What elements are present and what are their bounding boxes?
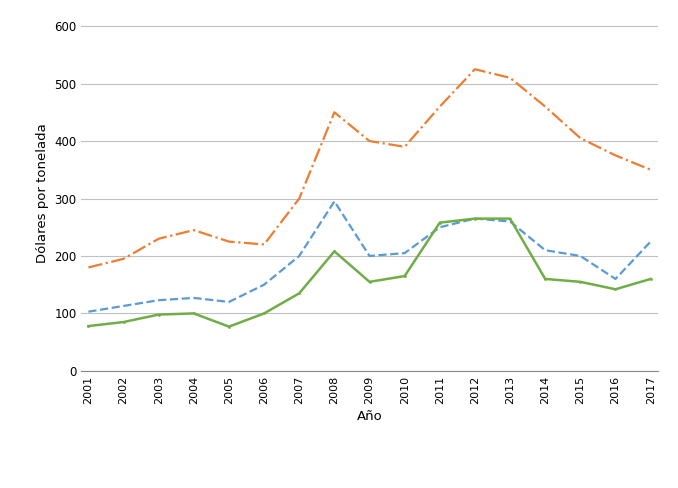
Soja [295,196,303,202]
Soja [647,167,655,173]
Maíz [436,220,444,225]
Legend: Trigo, Soja, Maíz: Trigo, Soja, Maíz [250,484,489,488]
Soja [225,239,233,244]
Trigo [506,219,514,224]
X-axis label: Año: Año [357,409,382,423]
Trigo [119,303,127,309]
Maíz [260,310,268,316]
Maíz [541,276,549,282]
Soja [506,75,514,81]
Maíz [155,312,163,318]
Maíz [84,323,92,329]
Maíz [647,276,655,282]
Maíz [506,216,514,222]
Maíz [612,286,620,292]
Maíz [471,216,479,222]
Soja [612,152,620,158]
Trigo [471,216,479,222]
Trigo [295,253,303,259]
Soja [541,103,549,109]
Soja [471,66,479,72]
Trigo [84,309,92,315]
Soja [119,256,127,262]
Soja [365,138,374,144]
Soja [260,242,268,247]
Line: Trigo: Trigo [88,202,651,312]
Trigo [155,297,163,303]
Maíz [225,324,233,329]
Trigo [260,282,268,287]
Trigo [225,299,233,305]
Maíz [190,310,198,316]
Trigo [401,250,409,256]
Trigo [576,253,584,259]
Trigo [190,295,198,301]
Trigo [436,224,444,230]
Maíz [576,279,584,285]
Soja [84,264,92,270]
Line: Soja: Soja [88,69,651,267]
Line: Maíz: Maíz [85,216,654,329]
Trigo [541,247,549,253]
Soja [330,109,338,115]
Y-axis label: Dólares por tonelada: Dólares por tonelada [36,123,49,263]
Trigo [365,253,374,259]
Maíz [330,248,338,254]
Maíz [365,279,374,285]
Soja [576,135,584,141]
Maíz [119,319,127,325]
Soja [401,144,409,150]
Soja [155,236,163,242]
Trigo [647,239,655,244]
Trigo [330,199,338,204]
Soja [436,103,444,109]
Maíz [401,273,409,279]
Trigo [612,276,620,282]
Maíz [295,290,303,296]
Soja [190,227,198,233]
